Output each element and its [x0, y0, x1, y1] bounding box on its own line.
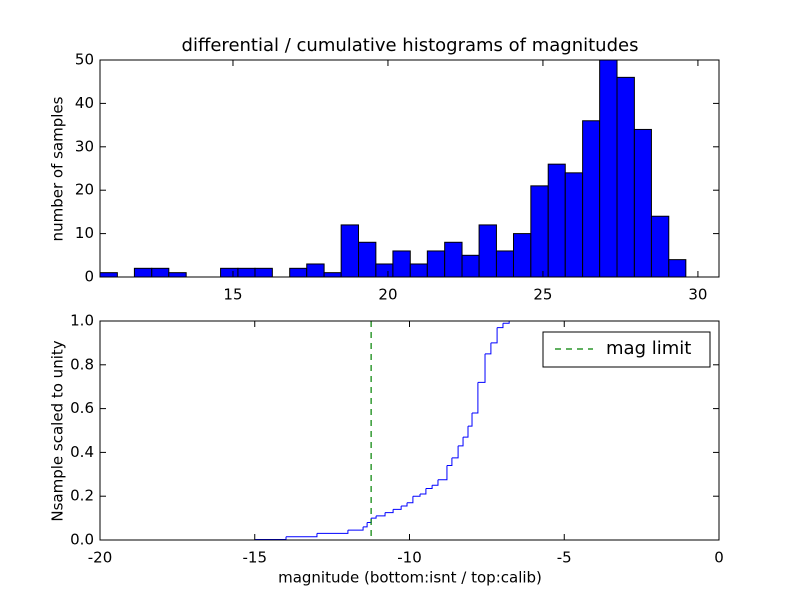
y-tick-label: 50	[75, 51, 94, 69]
bar	[392, 250, 411, 278]
bar	[461, 254, 480, 278]
bar	[616, 76, 635, 278]
bar	[358, 241, 377, 278]
bar	[375, 263, 394, 278]
step-segment	[412, 494, 421, 497]
x-tick-label: -5	[557, 549, 572, 567]
y-tick-label: 10	[75, 224, 94, 242]
x-tick-label: -15	[243, 549, 268, 567]
step-segment	[432, 479, 439, 486]
step-segment	[401, 502, 408, 507]
chart-title: differential / cumulative histograms of …	[182, 35, 639, 56]
y-tick-label: 0.8	[70, 355, 94, 373]
step-segment	[467, 412, 473, 427]
step-segment	[477, 353, 486, 383]
step-segment	[502, 321, 510, 324]
step-segment	[393, 506, 402, 510]
y-tick-label: 40	[75, 94, 94, 112]
bar	[478, 224, 497, 278]
bar	[99, 272, 118, 278]
bar	[512, 233, 532, 278]
step-segment	[490, 327, 498, 344]
x-tick-label: 30	[688, 286, 707, 304]
step-segment	[420, 488, 427, 495]
bar	[409, 263, 428, 278]
bar	[599, 59, 618, 278]
y-axis-label: number of samples	[49, 96, 67, 241]
y-tick-label: 1.0	[70, 312, 94, 330]
bar	[133, 267, 153, 278]
y-tick-label: 0.2	[70, 487, 94, 505]
bar	[564, 172, 584, 278]
step-segment	[497, 323, 504, 329]
bar	[323, 272, 342, 278]
step-segment	[371, 515, 377, 519]
y-tick-label: 0	[84, 268, 94, 286]
bar	[340, 224, 360, 278]
bar	[547, 163, 566, 278]
plot-frame	[99, 59, 720, 278]
bar	[151, 267, 170, 278]
bar	[582, 120, 601, 278]
step-segment	[385, 509, 394, 514]
x-axis-label: magnitude (bottom:isnt / top:calib)	[278, 569, 542, 587]
bar	[444, 241, 463, 278]
step-segment	[286, 533, 318, 538]
x-tick-label: 20	[378, 286, 397, 304]
bar	[426, 250, 446, 278]
step-segment	[458, 437, 464, 447]
step-segment	[376, 512, 386, 517]
step-segment	[485, 342, 492, 355]
bar	[254, 267, 273, 278]
step-segment	[446, 457, 453, 467]
y-tick-label: 20	[75, 181, 94, 199]
legend-label: mag limit	[606, 338, 691, 359]
bar	[289, 267, 308, 278]
x-tick-label: -20	[88, 549, 113, 567]
y-axis-label: Nsample scaled to unity	[49, 340, 67, 521]
step-segment	[437, 465, 448, 481]
step-segment	[425, 485, 433, 490]
x-tick-label: 0	[714, 549, 724, 567]
y-tick-label: 0.6	[70, 399, 94, 417]
bar	[650, 215, 670, 278]
step-segment	[451, 445, 459, 459]
bar	[237, 267, 256, 278]
y-tick-label: 0.4	[70, 443, 94, 461]
step-segment	[347, 526, 364, 531]
bar	[306, 263, 325, 278]
step-segment	[463, 426, 469, 438]
x-tick-label: 25	[533, 286, 552, 304]
bar	[530, 185, 549, 278]
bar	[668, 259, 687, 278]
x-tick-label: 15	[223, 286, 242, 304]
bar	[220, 267, 239, 278]
bar	[495, 250, 514, 278]
bar	[633, 128, 652, 278]
y-tick-label: 30	[75, 137, 94, 155]
step-segment	[363, 522, 368, 528]
x-tick-label: -10	[397, 549, 422, 567]
step-segment	[407, 496, 414, 504]
bar	[168, 272, 187, 278]
y-tick-label: 0.0	[70, 531, 94, 549]
plot-frame	[99, 320, 720, 541]
step-segment	[472, 382, 479, 414]
step-segment	[316, 530, 349, 534]
